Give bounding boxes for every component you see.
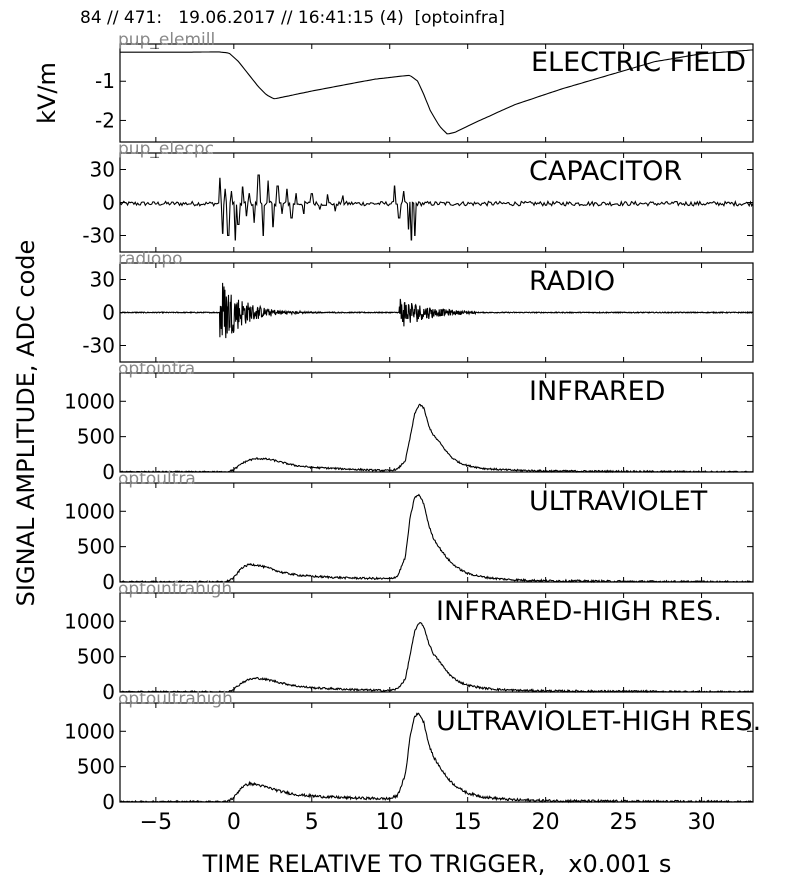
panel-frame <box>119 372 754 473</box>
panel-label: ULTRAVIOLET <box>529 486 708 517</box>
y-tick-label: -2 <box>95 108 115 132</box>
panel-tag: optoinfra <box>118 359 195 379</box>
x-tick-label: 15 <box>454 810 482 835</box>
y-tick-label: 0 <box>102 460 115 484</box>
y-tick-label: 30 <box>90 268 115 292</box>
series-line-electric-field <box>120 49 754 135</box>
panel-ylabel: kV/m <box>33 62 61 124</box>
panel-frame <box>119 482 754 583</box>
y-tick-label: 0 <box>102 191 115 215</box>
panel-frame <box>119 43 754 143</box>
y-axis-label-shared: SIGNAL AMPLITUDE, ADC code <box>12 240 40 607</box>
series-line-ultraviolet <box>119 493 754 584</box>
y-tick-label: 1000 <box>64 389 115 413</box>
panel-frame <box>119 592 754 693</box>
x-tick-label: −5 <box>140 810 172 835</box>
y-tick-label: 0 <box>102 790 115 814</box>
panel-frame <box>119 702 754 803</box>
series-line-ultraviolet-high <box>119 712 754 804</box>
panel-label: RADIO <box>529 266 615 297</box>
panel-label: INFRARED <box>529 376 665 407</box>
x-tick-label: 20 <box>532 810 560 835</box>
panel-label: ULTRAVIOLET-HIGH RES. <box>436 706 761 737</box>
panel-tag: pup_elecpc <box>118 139 214 159</box>
panel-tag: pup_elemill <box>118 30 215 50</box>
y-tick-label: 1000 <box>64 719 115 743</box>
y-tick-label: 500 <box>77 425 115 449</box>
x-tick-label: 30 <box>688 810 716 835</box>
series-line-radio <box>119 282 754 339</box>
x-tick-label: 25 <box>610 810 638 835</box>
panel-label: ELECTRIC FIELD <box>531 47 746 78</box>
x-tick-label: 5 <box>305 810 319 835</box>
panel-tag: radiopo <box>118 249 183 269</box>
series-line-capacitor <box>119 174 754 241</box>
y-tick-label: -1 <box>95 69 115 93</box>
panel-label: CAPACITOR <box>529 156 682 187</box>
y-tick-label: 0 <box>102 680 115 704</box>
series-line-infrared <box>119 403 754 474</box>
panel-tag: optoinfrahigh <box>118 579 232 599</box>
panel-tag: optoultrahigh <box>118 689 233 709</box>
y-tick-label: 1000 <box>64 609 115 633</box>
y-tick-label: 500 <box>77 645 115 669</box>
y-tick-label: 0 <box>102 301 115 325</box>
y-tick-label: 30 <box>90 158 115 182</box>
x-tick-label: 0 <box>227 810 241 835</box>
y-tick-label: -30 <box>82 334 115 358</box>
panel-label: INFRARED-HIGH RES. <box>436 596 722 627</box>
panel-electric-field: pup_elemill-1 -2 ELECTRIC FIELD kV/m <box>33 30 754 143</box>
y-tick-label: 500 <box>77 755 115 779</box>
x-axis-label: TIME RELATIVE TO TRIGGER, x0.001 s <box>202 850 672 878</box>
panel-tag: optoultra <box>118 469 196 489</box>
x-tick-label: 10 <box>376 810 404 835</box>
y-tick-label: -30 <box>82 224 115 248</box>
y-tick-label: 0 <box>102 570 115 594</box>
y-tick-label: 500 <box>77 535 115 559</box>
figure-header-title: 84 // 471: 19.06.2017 // 16:41:15 (4) [o… <box>80 8 505 28</box>
y-tick-label: 1000 <box>64 499 115 523</box>
series-line-infrared-high <box>119 622 754 694</box>
